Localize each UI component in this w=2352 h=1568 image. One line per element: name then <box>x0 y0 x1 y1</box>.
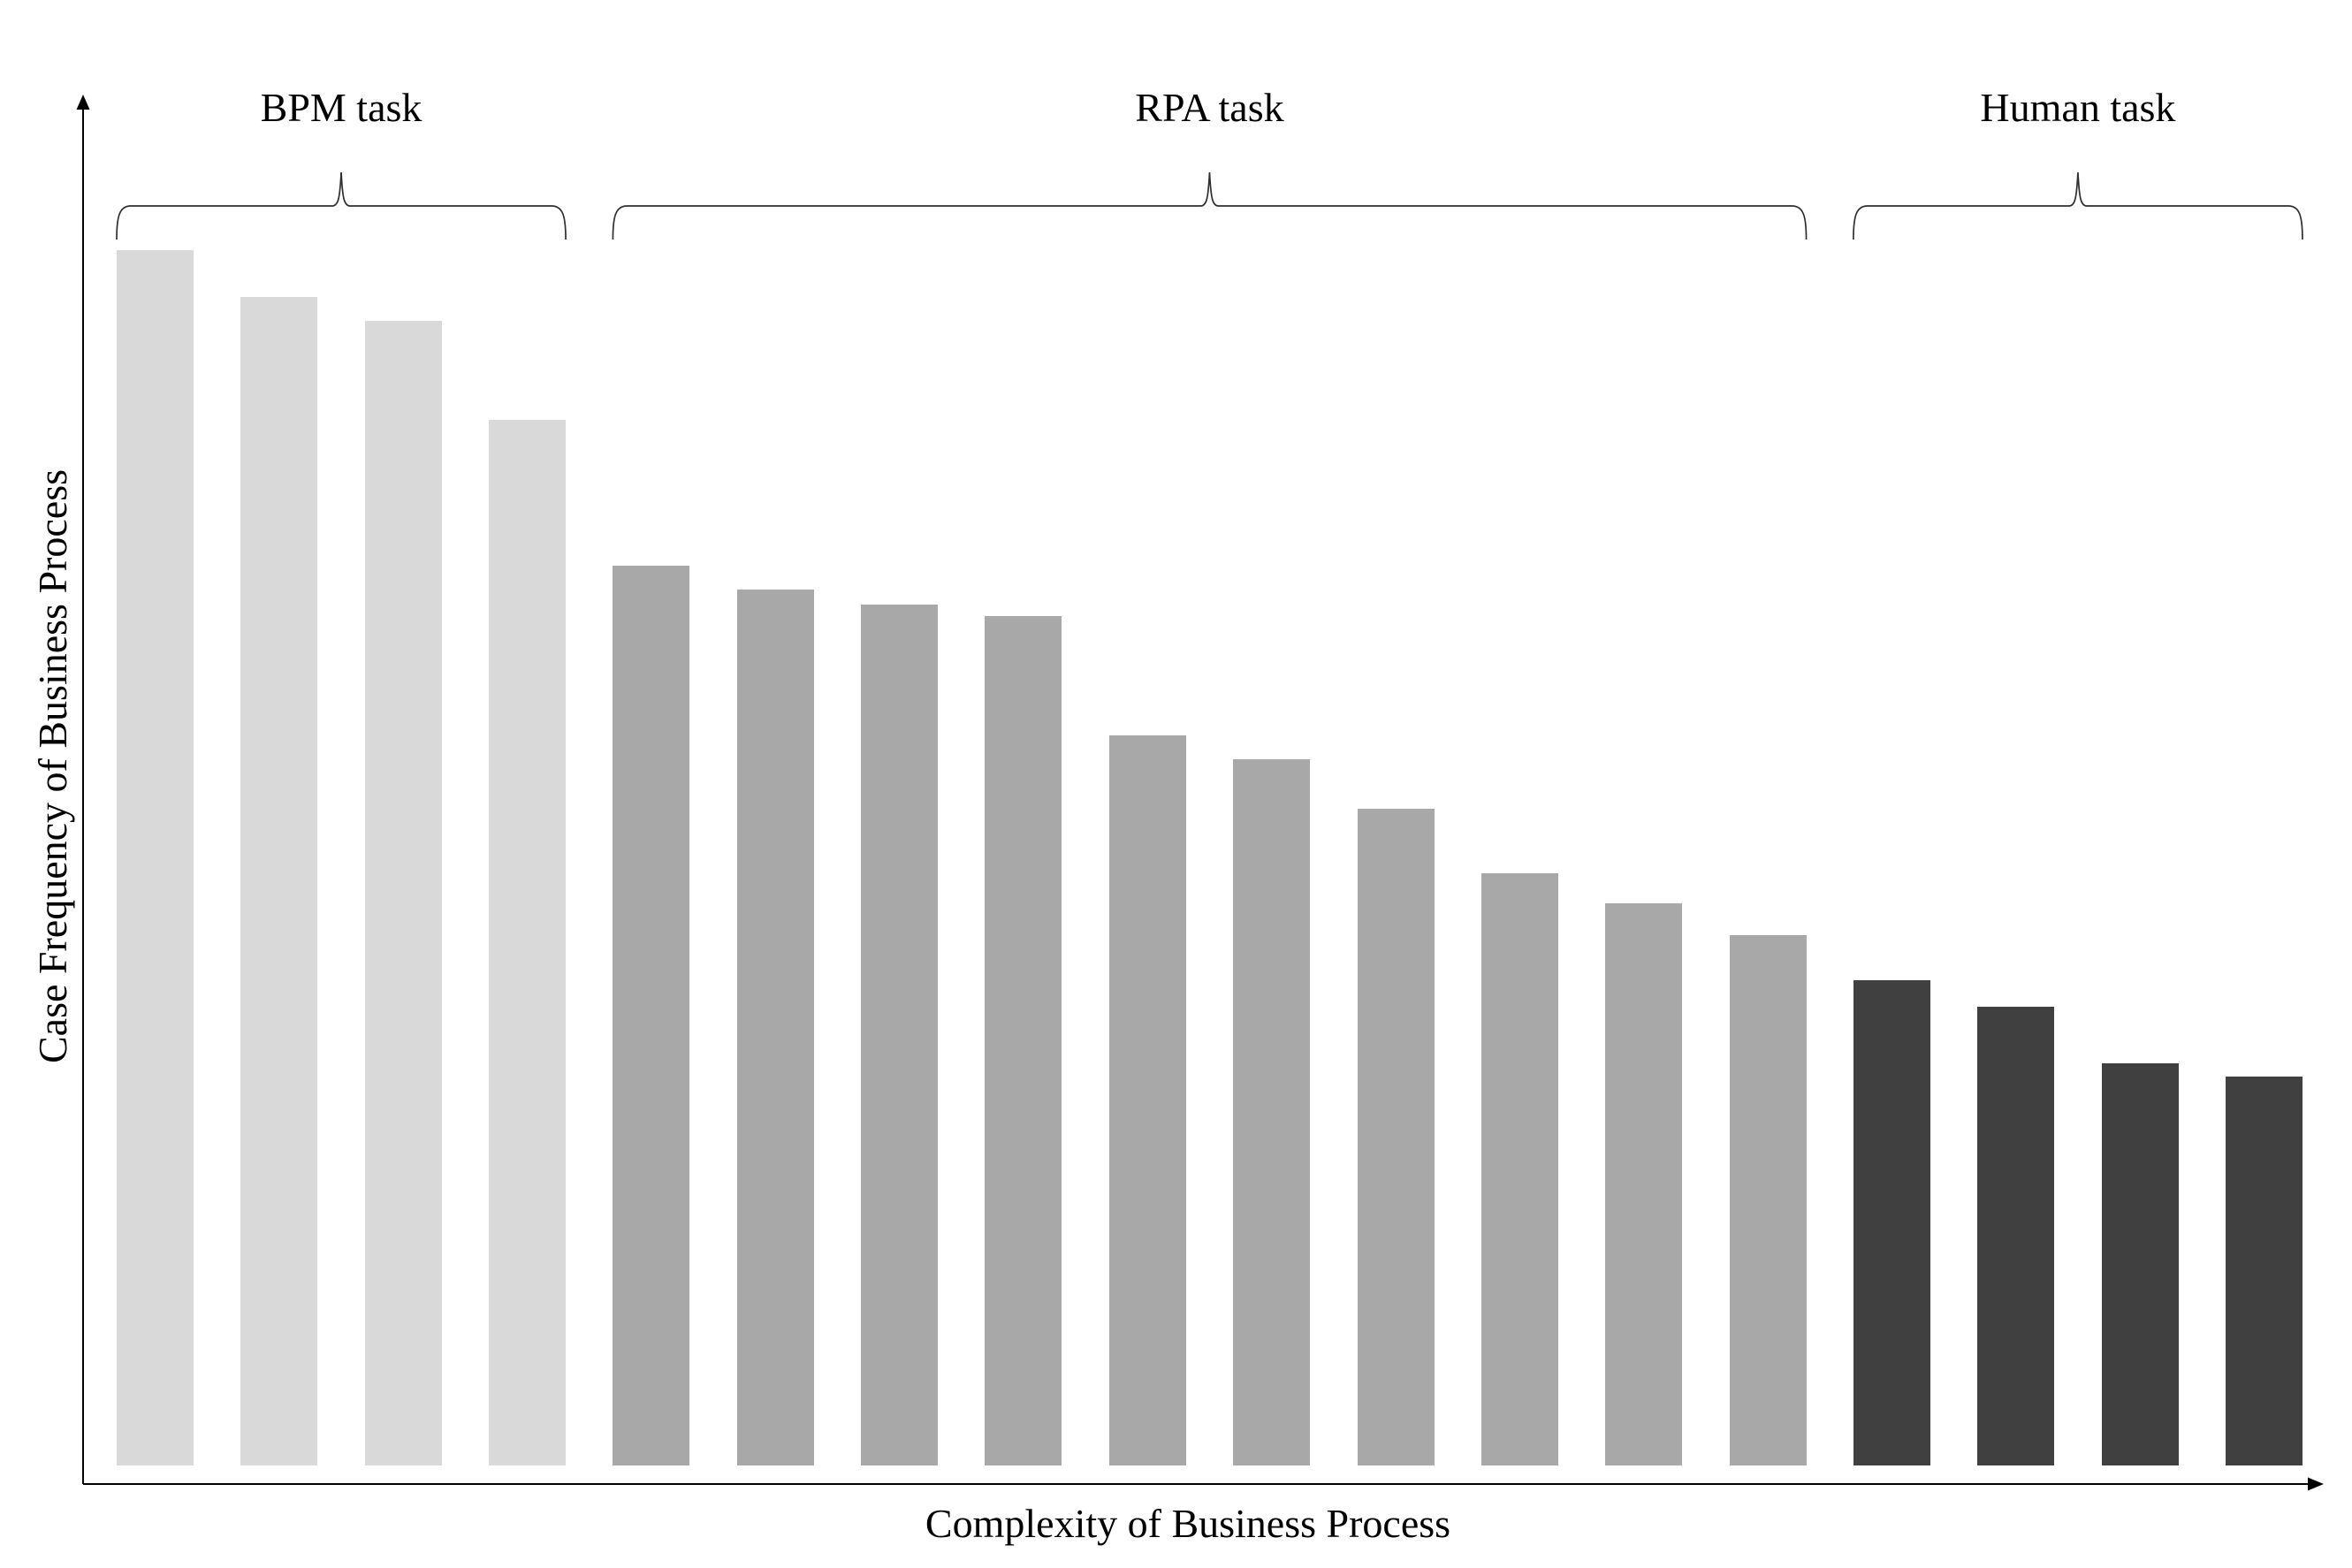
bar-rpa-10 <box>1729 935 1807 1465</box>
bar-rpa-2 <box>736 590 814 1465</box>
bar-human-4 <box>2225 1077 2303 1465</box>
bar-rpa-8 <box>1480 873 1558 1465</box>
y-axis-arrow-icon <box>76 95 90 110</box>
brace-rpa <box>612 171 1808 240</box>
x-axis-title: Complexity of Business Process <box>925 1501 1451 1546</box>
bar-bpm-4 <box>489 420 567 1465</box>
group-label-human-task: Human task <box>1980 85 2176 130</box>
y-axis-title: Case Frequency of Business Process <box>30 468 75 1064</box>
bar-bpm-1 <box>117 250 194 1465</box>
brace-human <box>1853 171 2303 240</box>
bar-rpa-6 <box>1233 759 1311 1465</box>
brace-bpm <box>116 171 567 240</box>
bar-rpa-9 <box>1605 903 1683 1465</box>
bar-rpa-1 <box>613 566 690 1465</box>
bar-human-1 <box>1853 980 1930 1465</box>
group-label-rpa-task: RPA task <box>1135 85 1284 130</box>
bar-bpm-3 <box>364 321 442 1465</box>
y-axis <box>76 95 90 1484</box>
x-axis-arrow-icon <box>2308 1477 2324 1491</box>
bar-rpa-7 <box>1357 809 1435 1465</box>
x-axis <box>83 1477 2324 1491</box>
bar-rpa-5 <box>1108 735 1186 1465</box>
bar-rpa-3 <box>861 605 939 1465</box>
bar-rpa-4 <box>985 616 1062 1465</box>
bar-human-2 <box>1977 1007 2055 1465</box>
bar-bpm-2 <box>240 297 318 1465</box>
group-label-bpm-task: BPM task <box>260 85 422 130</box>
group-braces <box>116 171 2303 240</box>
bar-human-3 <box>2101 1063 2179 1465</box>
